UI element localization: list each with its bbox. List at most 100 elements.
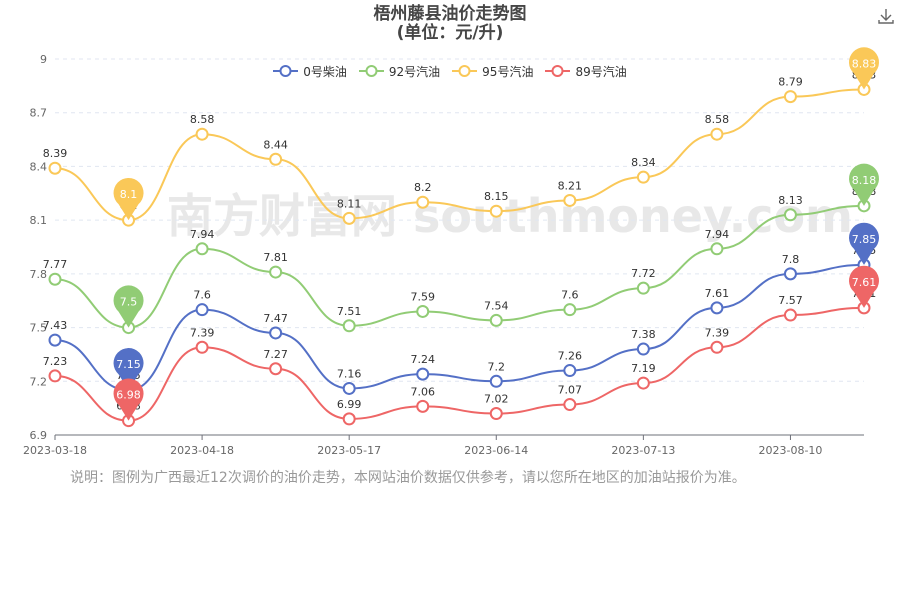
data-point[interactable] [416,367,430,381]
y-tick-label: 7.2 [30,375,48,388]
data-label: 7.39 [705,326,730,339]
data-point[interactable] [48,333,62,347]
data-label: 8.21 [558,179,583,192]
data-point[interactable] [710,301,724,315]
data-label: 7.72 [631,267,656,280]
data-point[interactable] [489,204,503,218]
data-point[interactable] [195,340,209,354]
y-tick-label: 9 [40,53,47,66]
data-label: 7.24 [410,353,435,366]
pin-marker-max [849,47,880,90]
data-label: 6.99 [337,398,362,411]
data-point[interactable] [783,90,797,104]
data-label: 7.94 [705,228,730,241]
data-point[interactable] [710,242,724,256]
x-tick-label: 2023-03-18 [23,444,87,457]
data-point[interactable] [269,326,283,340]
data-label: 7.2 [488,360,506,373]
legend-item[interactable]: 95号汽油 [452,61,533,81]
legend-item[interactable]: 89号汽油 [545,61,627,81]
legend-line-circle-icon [545,65,571,77]
data-label: 8.2 [414,181,432,194]
data-point[interactable] [563,303,577,317]
data-label: 7.94 [190,228,215,241]
legend-item[interactable]: 92号汽油 [358,61,441,81]
pin-label: 6.98 [116,389,141,402]
data-point[interactable] [783,208,797,222]
legend-label: 92号汽油 [388,64,441,79]
data-label: 7.27 [263,348,288,361]
data-point[interactable] [783,308,797,322]
pin-marker-max [849,265,880,308]
x-tick-label: 2023-07-13 [611,444,675,457]
pin-label: 7.15 [116,358,141,371]
chart-title: 梧州藤县油价走势图 [373,4,527,24]
data-point[interactable] [636,281,650,295]
data-label: 7.07 [558,384,583,397]
data-label: 7.39 [190,326,215,339]
data-point[interactable] [489,374,503,388]
legend-label: 0号柴油 [303,64,347,79]
data-label: 7.26 [558,350,583,363]
data-point[interactable] [342,211,356,225]
chart-note: 说明：图例为广西最近12次调价的油价走势，本网站油价数据仅供参考，请以您所在地区… [70,470,746,486]
pin-label: 8.18 [852,174,877,187]
pin-marker-max [849,222,880,265]
data-point[interactable] [710,127,724,141]
chart-subtitle: (单位：元/升) [396,23,504,43]
data-point[interactable] [563,364,577,378]
data-point[interactable] [342,319,356,333]
data-label: 7.6 [193,289,211,302]
data-point[interactable] [416,195,430,209]
data-point[interactable] [636,376,650,390]
data-label: 7.19 [631,362,656,375]
data-point[interactable] [489,313,503,327]
pin-label: 7.61 [852,276,877,289]
x-tick-label: 2023-05-17 [317,444,381,457]
data-point[interactable] [342,412,356,426]
data-label: 7.47 [263,312,288,325]
y-tick-label: 7.8 [30,268,48,281]
data-point[interactable] [489,407,503,421]
data-label: 8.44 [263,138,288,151]
data-point[interactable] [48,272,62,286]
x-tick-label: 2023-06-14 [464,444,528,457]
data-label: 8.13 [778,194,803,207]
data-point[interactable] [195,127,209,141]
data-point[interactable] [783,267,797,281]
pin-marker-min [113,285,144,328]
data-point[interactable] [636,170,650,184]
data-point[interactable] [195,242,209,256]
pin-marker-min [113,177,144,221]
data-point[interactable] [269,152,283,166]
data-point[interactable] [563,398,577,412]
data-point[interactable] [48,161,62,175]
data-label: 7.06 [410,385,435,398]
data-label: 7.51 [337,305,362,318]
data-label: 7.38 [631,328,656,341]
data-label: 8.79 [778,76,803,89]
data-point[interactable] [416,399,430,413]
chart-legend: 0号柴油 92号汽油 95号汽油 89号汽油 [0,61,900,81]
data-label: 8.58 [705,113,730,126]
legend-item[interactable]: 0号柴油 [273,61,347,81]
watermark: 南方财富网 southmoney.com [167,189,853,243]
data-label: 7.43 [43,319,68,332]
data-point[interactable] [269,362,283,376]
data-point[interactable] [636,342,650,356]
download-icon[interactable] [876,6,896,26]
data-point[interactable] [710,340,724,354]
data-point[interactable] [416,304,430,318]
data-label: 7.77 [43,258,68,271]
x-tick-label: 2023-08-10 [758,444,822,457]
data-point[interactable] [195,303,209,317]
data-point[interactable] [48,369,62,383]
data-point[interactable] [342,381,356,395]
data-point[interactable] [563,193,577,207]
data-label: 8.58 [190,113,215,126]
data-label: 8.11 [337,197,362,210]
data-point[interactable] [269,265,283,279]
legend-line-circle-icon [358,65,384,77]
data-label: 7.8 [782,253,800,266]
